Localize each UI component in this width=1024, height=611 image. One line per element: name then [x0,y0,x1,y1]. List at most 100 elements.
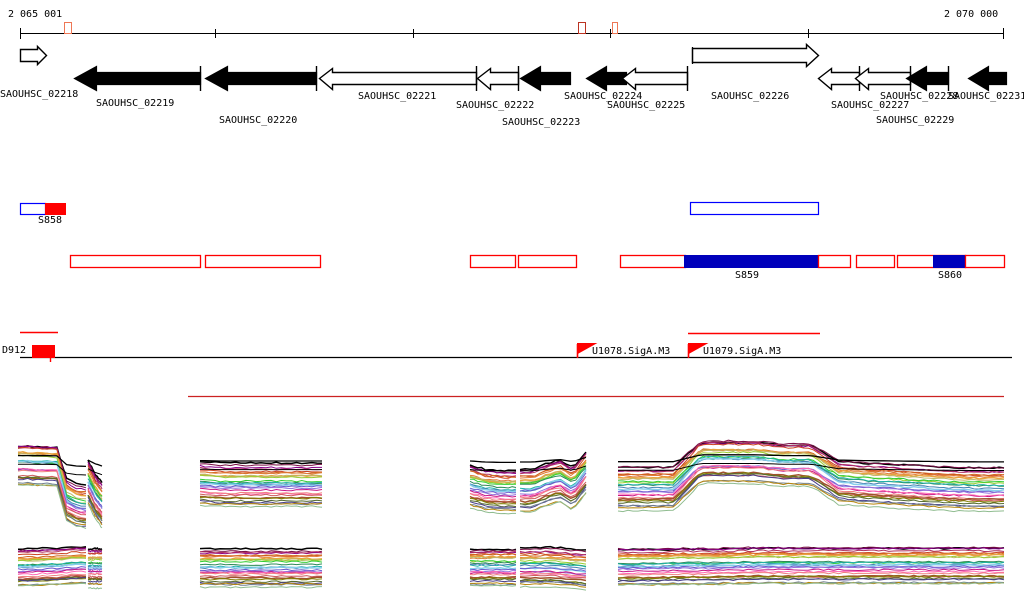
expression-series-line [617,549,1005,554]
expression-series-line [617,443,1005,477]
gene-label-SAOUHSC_02222: SAOUHSC_02222 [456,100,535,111]
expression-series-line [17,573,87,578]
gene-SAOUHSC_02226[interactable] [691,42,820,69]
ruler-mark-2 [578,22,586,34]
expression-series-line [519,582,587,588]
tss-label-U1079: U1079.SigA.M3 [703,346,782,357]
gene-SAOUHSC_02223[interactable] [519,65,572,92]
expression-series-line [519,465,587,484]
gene-label-SAOUHSC_02227: SAOUHSC_02227 [831,100,910,111]
segment-S859-tail [817,254,852,269]
expression-series-line [469,577,517,580]
expression-series-line [519,562,587,568]
expression-series-line [469,583,516,586]
segment-track[interactable]: S859 S860 [0,250,1024,290]
expression-series-line [17,451,87,497]
gene-SAOUHSC_02219[interactable] [73,65,202,92]
expression-series-line [469,566,517,570]
tss-marker-U1079[interactable] [687,343,709,359]
expression-series-line [519,451,587,471]
operon-svg[interactable] [0,195,1024,230]
gene-SAOUHSC_02218[interactable] [19,44,48,67]
expression-series-line [18,545,87,550]
expression-series-line [519,492,587,513]
operon-right-outline [689,201,820,216]
gene-SAOUHSC_02222[interactable] [476,66,520,92]
expression-series-line [519,456,587,477]
expression-series-line [87,558,103,561]
gene-SAOUHSC_02228[interactable] [854,66,912,92]
tss-svg[interactable] [0,325,1024,405]
expression-series-line [17,556,87,562]
expression-reference-line [618,463,1004,471]
gene-label-SAOUHSC_02224: SAOUHSC_02224 [564,91,643,102]
segment-label-S859: S859 [735,270,760,281]
segment-svg[interactable] [0,250,1024,290]
expression-profiles-svg[interactable] [0,439,1024,611]
expression-series-line [199,460,323,465]
expression-series-line [199,578,323,581]
tss-marker-U1078[interactable] [576,343,598,359]
expression-series-line [199,504,323,508]
expression-reference-line [87,468,103,476]
tss-marker-D912[interactable] [32,345,55,362]
expression-series-line [17,451,87,494]
expression-series-line [519,572,587,578]
operon-S858-outline [19,202,47,216]
gene-SAOUHSC_02229[interactable] [905,65,950,92]
expression-series-line [617,582,1005,586]
expression-series-line [469,561,517,565]
expression-series-line [519,578,587,585]
expression-series-line [87,463,103,490]
expression-series-line [88,578,103,581]
expression-reference-line [18,463,87,476]
expression-series-line [617,571,1005,576]
expression-series-line [519,484,587,506]
expression-series-line [519,453,587,475]
ruler-end-label: 2 070 000 [944,9,999,20]
expression-reference-line [18,454,87,468]
expression-series-line [469,490,517,498]
gene-SAOUHSC_02224[interactable] [585,65,628,92]
expression-series-line [617,439,1005,469]
tss-label-D912: D912 [2,345,27,356]
expression-series-line [520,574,587,579]
gene-SAOUHSC_02220[interactable] [204,65,318,92]
gene-label-SAOUHSC_02229: SAOUHSC_02229 [876,115,955,126]
expression-series-line [469,584,517,587]
operon-track[interactable]: S858 [0,195,1024,230]
gene-arrows-svg[interactable] [0,0,1024,140]
expression-series-line [617,441,1005,474]
expression-series-line [199,547,323,551]
ruler-mark-3 [612,22,618,34]
expression-series-line [617,566,1005,571]
expression-series-line [469,480,517,489]
tss-track[interactable]: D912 U1078.SigA.M3 U1079.SigA.M3 [0,325,1024,405]
gene-label-SAOUHSC_02226: SAOUHSC_02226 [711,91,790,102]
ruler[interactable]: 2 065 001 2 070 000 [0,0,1024,42]
expression-series-line [469,484,516,493]
segment-5 [619,254,687,269]
expression-series-line [519,566,587,572]
expression-series-line [469,470,516,478]
expression-series-line [617,555,1005,560]
expression-series-line [617,581,1005,586]
gene-SAOUHSC_02231[interactable] [967,65,1008,92]
expression-series-line [617,457,1005,492]
gene-SAOUHSC_02227[interactable] [817,66,861,92]
expression-series-line [617,455,1005,483]
expression-series-line [17,445,87,489]
segment-4 [517,254,578,269]
expression-series-line [469,549,517,553]
gene-track[interactable]: SAOUHSC_02218 SAOUHSC_02219 SAOUHSC_0222… [0,0,1024,140]
expression-series-line [18,445,87,491]
expression-series-line [87,490,103,513]
gene-SAOUHSC_02221[interactable] [318,66,478,92]
expression-track[interactable] [0,439,1024,611]
gene-SAOUHSC_02225[interactable] [621,66,689,92]
expression-series-line [519,476,587,497]
gene-label-SAOUHSC_02231: SAOUHSC_02231 [948,91,1024,102]
expression-series-line [519,547,587,553]
expression-series-line [469,495,517,504]
expression-series-line [469,570,517,574]
